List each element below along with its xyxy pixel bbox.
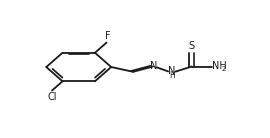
Text: Cl: Cl <box>47 92 57 102</box>
Text: N: N <box>168 66 176 76</box>
Text: N: N <box>150 61 157 71</box>
Text: S: S <box>189 41 195 51</box>
Text: NH: NH <box>212 61 227 71</box>
Text: F: F <box>105 31 110 41</box>
Text: H: H <box>169 71 175 79</box>
Text: 2: 2 <box>222 66 226 72</box>
